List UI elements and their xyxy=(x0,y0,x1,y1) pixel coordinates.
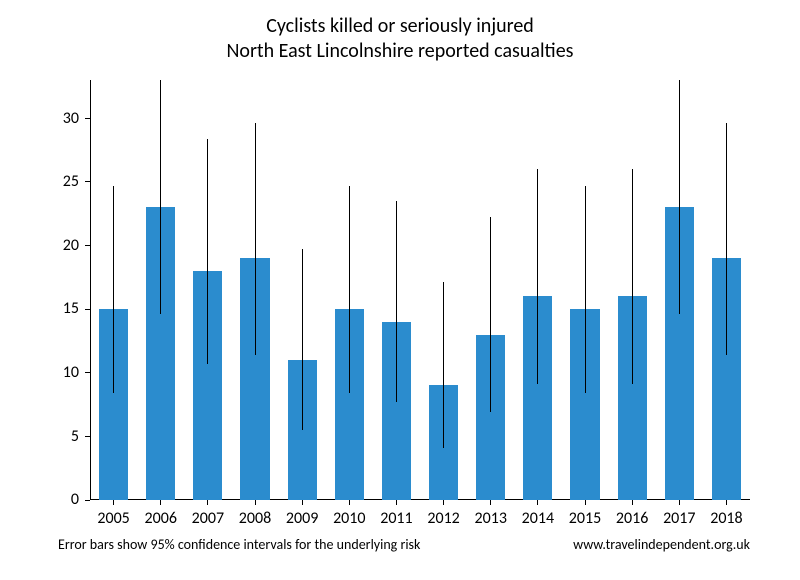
x-tick xyxy=(490,500,491,505)
x-axis xyxy=(90,499,750,500)
footer-note: Error bars show 95% confidence intervals… xyxy=(58,536,420,553)
error-bar xyxy=(726,123,727,355)
error-bar xyxy=(302,249,303,430)
y-tick-label: 15 xyxy=(39,299,79,318)
x-tick xyxy=(113,500,114,505)
y-tick xyxy=(85,118,90,119)
error-bar xyxy=(255,123,256,355)
x-tick-label: 2013 xyxy=(474,509,506,528)
y-tick-label: 5 xyxy=(39,427,79,446)
x-tick xyxy=(679,500,680,505)
y-tick xyxy=(85,436,90,437)
x-tick xyxy=(537,500,538,505)
error-bar xyxy=(207,139,208,364)
footer-source: www.travelindependent.org.uk xyxy=(573,536,750,553)
x-tick-label: 2008 xyxy=(239,509,271,528)
plot-area: 0510152025302005200620072008200920102011… xyxy=(90,80,750,500)
y-tick-label: 10 xyxy=(39,363,79,382)
error-bar xyxy=(537,169,538,384)
x-tick-label: 2005 xyxy=(97,509,129,528)
x-tick xyxy=(302,500,303,505)
x-tick-label: 2016 xyxy=(616,509,648,528)
error-bar xyxy=(632,169,633,384)
error-bar xyxy=(349,186,350,393)
x-tick xyxy=(255,500,256,505)
y-tick xyxy=(85,372,90,373)
x-tick-label: 2006 xyxy=(144,509,176,528)
x-tick xyxy=(160,500,161,505)
x-tick-label: 2017 xyxy=(663,509,695,528)
x-tick xyxy=(207,500,208,505)
chart-title: Cyclists killed or seriously injured Nor… xyxy=(0,14,800,64)
error-bar xyxy=(679,80,680,314)
error-bar xyxy=(585,186,586,393)
chart-title-line1: Cyclists killed or seriously injured xyxy=(0,14,800,39)
error-bar xyxy=(490,217,491,412)
x-tick xyxy=(726,500,727,505)
y-tick xyxy=(85,181,90,182)
error-bar xyxy=(113,186,114,393)
x-tick xyxy=(396,500,397,505)
x-tick-label: 2011 xyxy=(380,509,412,528)
error-bar xyxy=(160,80,161,314)
y-tick xyxy=(85,245,90,246)
x-tick-label: 2012 xyxy=(427,509,459,528)
x-tick xyxy=(585,500,586,505)
x-tick-label: 2009 xyxy=(286,509,318,528)
y-tick xyxy=(85,309,90,310)
x-tick-label: 2010 xyxy=(333,509,365,528)
y-tick-label: 25 xyxy=(39,172,79,191)
error-bar xyxy=(443,282,444,447)
page: Cyclists killed or seriously injured Nor… xyxy=(0,0,800,580)
x-tick-label: 2007 xyxy=(192,509,224,528)
x-tick-label: 2015 xyxy=(569,509,601,528)
y-tick-label: 20 xyxy=(39,236,79,255)
x-tick xyxy=(349,500,350,505)
y-tick-label: 30 xyxy=(39,109,79,128)
x-tick xyxy=(443,500,444,505)
x-tick-label: 2014 xyxy=(522,509,554,528)
y-tick xyxy=(85,500,90,501)
x-tick xyxy=(632,500,633,505)
chart-title-line2: North East Lincolnshire reported casualt… xyxy=(0,39,800,64)
error-bar xyxy=(396,201,397,402)
x-tick-label: 2018 xyxy=(710,509,742,528)
y-tick-label: 0 xyxy=(39,490,79,509)
y-axis xyxy=(90,80,91,500)
